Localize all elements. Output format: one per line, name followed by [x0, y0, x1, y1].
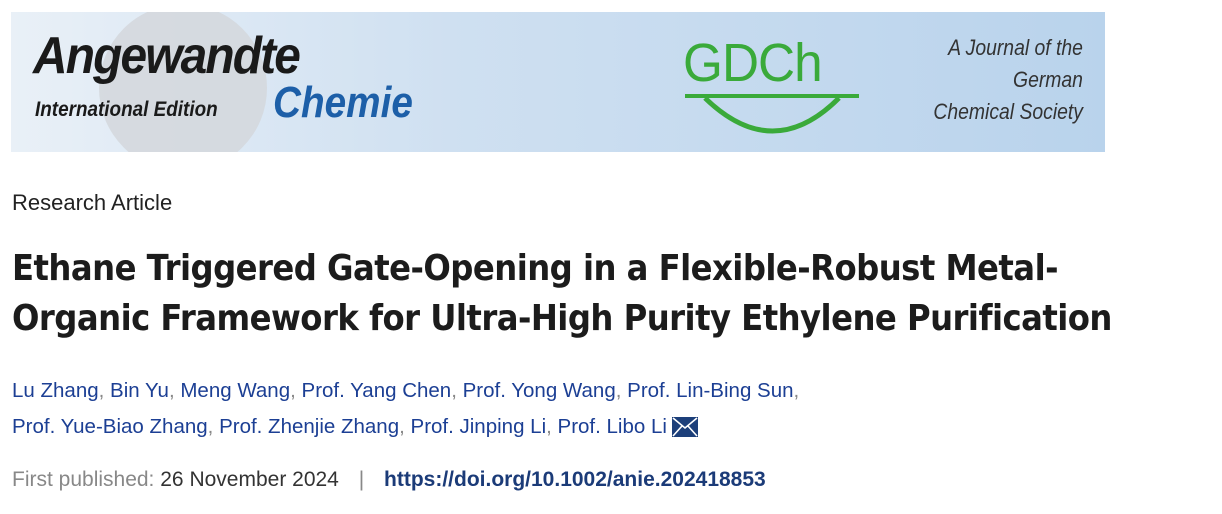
author-separator: , — [793, 379, 800, 402]
article-type: Research Article — [12, 190, 173, 215]
author-link[interactable]: Prof. Lin-Bing Sun — [627, 379, 794, 402]
author-link[interactable]: Prof. Zhenjie Zhang — [219, 415, 400, 438]
author-list: Lu Zhang, Bin Yu, Meng Wang, Prof. Yang … — [12, 373, 799, 445]
first-published-date: 26 November 2024 — [160, 468, 339, 491]
author-link[interactable]: Prof. Yong Wang — [462, 379, 616, 402]
author-separator: , — [399, 415, 405, 438]
divider: | — [358, 468, 365, 491]
author-link[interactable]: Prof. Yang Chen — [301, 379, 452, 402]
tagline-line: A Journal of the — [948, 35, 1083, 60]
author-link[interactable]: Bin Yu — [110, 379, 169, 402]
author-separator: , — [546, 415, 552, 438]
article-title: Ethane Triggered Gate-Opening in a Flexi… — [12, 244, 1113, 344]
author-separator: , — [290, 379, 296, 402]
author-separator: , — [451, 379, 457, 402]
author-link[interactable]: Prof. Libo Li — [557, 415, 667, 438]
author-line: Prof. Yue-Biao Zhang, Prof. Zhenjie Zhan… — [12, 409, 799, 445]
author-separator: , — [98, 379, 105, 402]
author-line: Lu Zhang, Bin Yu, Meng Wang, Prof. Yang … — [12, 373, 799, 409]
journal-banner: Angewandte International Edition Chemie … — [11, 12, 1105, 152]
society-tagline: A Journal of the German Chemical Society — [933, 32, 1083, 128]
author-link[interactable]: Lu Zhang — [12, 379, 99, 402]
banner-circle-decoration — [99, 12, 267, 152]
first-published-label: First published: — [12, 468, 155, 491]
envelope-icon[interactable] — [671, 417, 698, 437]
tagline-line: Chemical Society — [933, 99, 1083, 124]
gdch-bowl-icon — [685, 94, 859, 134]
title-line: Organic Framework for Ultra-High Purity … — [12, 298, 1112, 339]
author-separator: , — [615, 379, 622, 402]
author-link[interactable]: Meng Wang — [180, 379, 291, 402]
author-separator: , — [168, 379, 175, 402]
gdch-logo: GDCh — [683, 33, 823, 93]
doi-link[interactable]: https://doi.org/10.1002/anie.202418853 — [384, 468, 766, 491]
title-line: Ethane Triggered Gate-Opening in a Flexi… — [12, 248, 1059, 289]
journal-edition: International Edition — [35, 98, 218, 121]
journal-name-chemie: Chemie — [273, 78, 413, 127]
publication-info: First published: 26 November 2024 | http… — [12, 468, 766, 492]
tagline-line: German — [1013, 67, 1083, 92]
author-link[interactable]: Prof. Jinping Li — [410, 415, 547, 438]
author-separator: , — [207, 415, 214, 438]
author-link[interactable]: Prof. Yue-Biao Zhang — [12, 415, 208, 438]
journal-name: Angewandte — [33, 27, 301, 85]
